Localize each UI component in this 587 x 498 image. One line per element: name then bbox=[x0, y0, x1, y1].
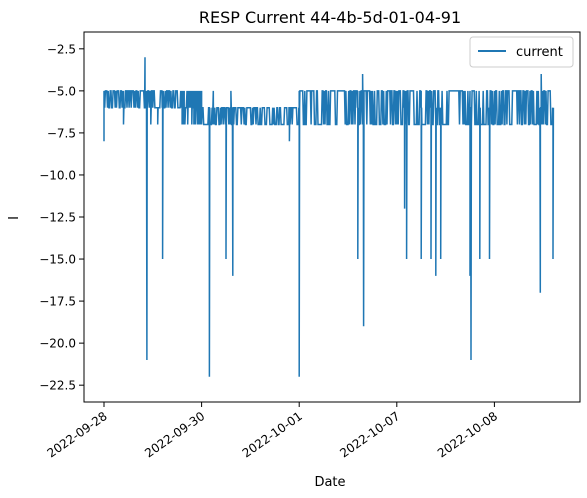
series-current-line bbox=[103, 57, 555, 377]
x-tick-label: 2022-10-07 bbox=[337, 409, 402, 460]
x-axis-label: Date bbox=[314, 475, 345, 490]
y-tick-label: −2.5 bbox=[47, 42, 76, 56]
x-axis: 2022-09-28 2022-09-30 2022-10-01 2022-10-07… bbox=[45, 402, 500, 460]
y-axis: −2.5 −5.0 −7.5 −10.0 −12.5 −15.0 −17.5 −20.0 −22… bbox=[39, 42, 84, 393]
x-tick-label: 2022-09-28 bbox=[45, 409, 110, 460]
legend-box bbox=[469, 36, 574, 68]
y-tick-label: −5.0 bbox=[47, 84, 76, 98]
y-tick-label: −20.0 bbox=[39, 337, 76, 351]
y-axis-label: I bbox=[7, 216, 22, 220]
plot-area bbox=[83, 31, 581, 403]
x-tick-label: 2022-10-08 bbox=[435, 409, 500, 460]
x-tick-label: 2022-10-01 bbox=[240, 409, 305, 460]
y-tick-label: −22.5 bbox=[39, 379, 76, 393]
x-tick-label: 2022-09-30 bbox=[142, 409, 207, 460]
y-tick-label: −17.5 bbox=[39, 295, 76, 309]
y-tick-label: −10.0 bbox=[39, 168, 76, 182]
legend-label-current: current bbox=[516, 45, 563, 60]
y-tick-label: −7.5 bbox=[47, 126, 76, 140]
legend: current bbox=[469, 36, 574, 68]
y-tick-label: −15.0 bbox=[39, 253, 76, 267]
plot-frame bbox=[83, 31, 581, 403]
y-tick-label: −12.5 bbox=[39, 211, 76, 225]
chart-title: RESP Current 44-4b-5d-01-04-91 bbox=[199, 8, 461, 27]
